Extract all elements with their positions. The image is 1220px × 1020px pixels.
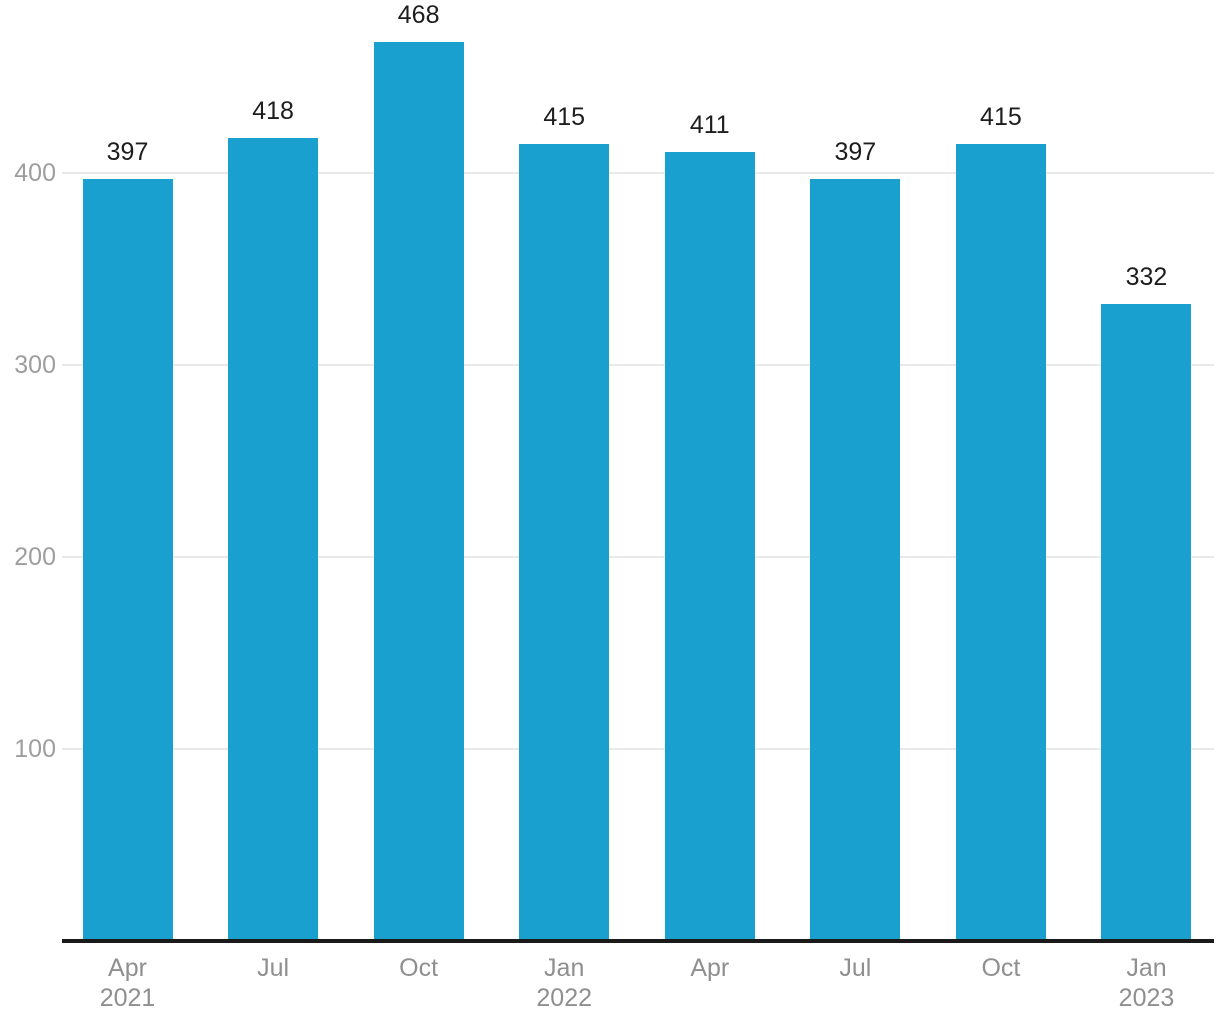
bar-value-label: 397 [834, 137, 877, 166]
y-gridline-100 [62, 748, 1214, 750]
bar-jan-2022 [519, 144, 610, 941]
bar-value-label: 418 [252, 97, 294, 126]
bar-value-label: 415 [980, 103, 1022, 132]
x-tick-label: Jan 2022 [536, 954, 593, 1012]
x-tick-label: Apr 2021 [99, 954, 156, 1012]
bar-oct [955, 144, 1046, 941]
y-tick-label: 400 [14, 159, 56, 187]
bar-jan-2023 [1101, 303, 1192, 941]
bar-value-label: 415 [543, 103, 586, 132]
bar-value-label: 411 [689, 110, 730, 139]
bar-value-label: 468 [397, 1, 440, 30]
bar-value-label: 332 [1125, 262, 1168, 291]
y-tick-label: 200 [14, 543, 56, 571]
bar-oct [373, 42, 464, 941]
y-gridline-400 [62, 172, 1214, 174]
bar-value-label: 397 [106, 137, 149, 166]
bar-jul [810, 178, 901, 941]
x-tick-label: Jul [257, 954, 290, 982]
y-gridline-200 [62, 556, 1214, 558]
bar-apr-2021 [82, 178, 173, 941]
y-tick-label: 100 [14, 735, 56, 763]
bar-apr [664, 151, 755, 941]
x-tick-label: Apr [690, 954, 730, 982]
x-axis-line [62, 939, 1214, 943]
x-tick-label: Jul [839, 954, 872, 982]
bar-jul [228, 138, 319, 941]
x-tick-label: Oct [981, 954, 1021, 982]
y-tick-label: 300 [14, 351, 56, 379]
x-tick-label: Jan 2023 [1118, 954, 1175, 1012]
x-tick-label: Oct [399, 954, 439, 982]
y-gridline-300 [62, 364, 1214, 366]
